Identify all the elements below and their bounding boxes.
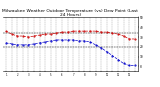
Title: Milwaukee Weather Outdoor Temperature (vs) Dew Point (Last 24 Hours): Milwaukee Weather Outdoor Temperature (v… (2, 9, 138, 17)
